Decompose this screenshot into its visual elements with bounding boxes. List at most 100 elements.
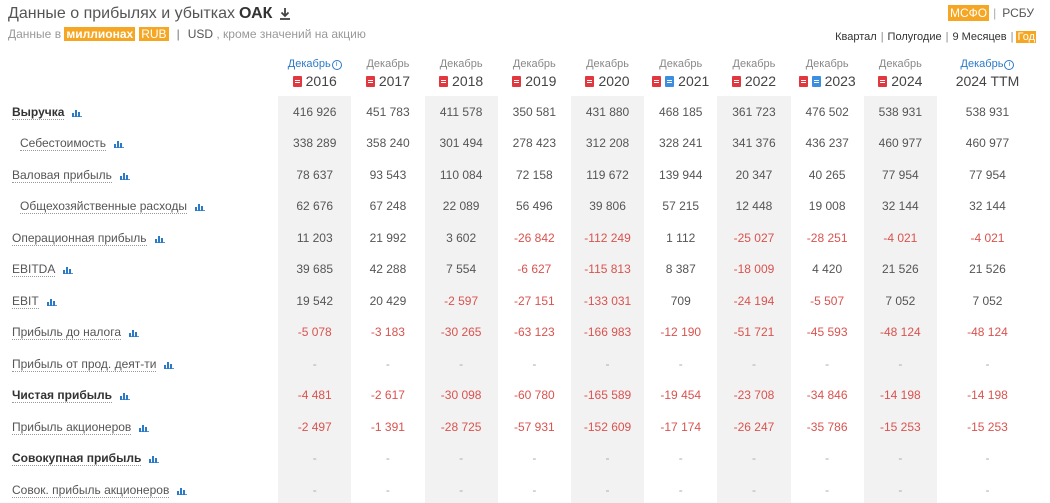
- table-cell: -5 507: [810, 293, 845, 308]
- column-month-text: Декабрь: [512, 58, 556, 70]
- download-icon[interactable]: [278, 7, 292, 21]
- table-cell: 416 926: [278, 96, 352, 128]
- currency-rub[interactable]: RUB: [139, 27, 169, 41]
- column-month: Декабрь: [351, 58, 424, 70]
- table-cell: 7 052: [863, 285, 937, 317]
- table-cell: 328 241: [659, 136, 703, 151]
- row-label-text[interactable]: Валовая прибыль: [12, 167, 112, 183]
- bar-chart-icon[interactable]: [46, 297, 57, 306]
- row-label-text[interactable]: Чистая прибыль: [12, 388, 112, 404]
- table-cell: 341 376: [717, 127, 791, 159]
- bar-chart-icon[interactable]: [154, 234, 165, 243]
- table-row: Операционная прибыль 11 203 21 992 3 602 -26…: [8, 222, 1038, 254]
- column-month: Декабрь: [425, 58, 498, 70]
- column-month-text: Декабрь: [659, 58, 703, 70]
- pdf-report-icon[interactable]: [878, 75, 888, 87]
- column-year-text: 2018: [452, 73, 484, 89]
- standard-rsbu[interactable]: РСБУ: [1002, 6, 1034, 20]
- row-label-text[interactable]: EBITDA: [12, 262, 56, 278]
- table-cell: -26 247: [717, 411, 791, 443]
- bar-chart-icon[interactable]: [149, 454, 160, 464]
- column-year-text: 2023: [824, 73, 856, 89]
- row-label-text[interactable]: Выручка: [12, 104, 65, 120]
- row-label: EBIT: [8, 285, 278, 317]
- bar-chart-icon[interactable]: [114, 139, 125, 149]
- table-cell: 93 543: [369, 167, 407, 182]
- table-row: Прибыль акционеров -2 497 -1 391 -28 725 -57…: [8, 411, 1038, 443]
- table-cell: -2 617: [370, 388, 405, 403]
- info-icon[interactable]: i: [331, 60, 342, 70]
- row-label-text[interactable]: Общехозяйственные расходы: [20, 199, 188, 215]
- table-cell: -115 813: [570, 253, 645, 285]
- pdf-report-icon[interactable]: [652, 75, 662, 87]
- currency-usd[interactable]: USD: [187, 27, 214, 41]
- column-month: Декабрь: [864, 58, 937, 70]
- units-prefix: Данные в: [8, 27, 62, 41]
- table-cell: -27 151: [513, 293, 555, 308]
- bar-chart-icon[interactable]: [139, 423, 150, 432]
- row-label-text[interactable]: EBIT: [12, 293, 39, 309]
- pdf-report-icon[interactable]: [292, 75, 302, 87]
- standard-switch: МСФО | РСБУ: [947, 5, 1034, 21]
- column-year: 2024 TTM: [937, 73, 1038, 89]
- table-cell: -30 265: [424, 316, 498, 348]
- bar-chart-icon[interactable]: [195, 202, 206, 212]
- table-cell: -: [825, 482, 830, 497]
- bar-chart-icon[interactable]: [72, 108, 83, 117]
- column-header-5: Декабрь 2021: [644, 54, 717, 96]
- row-label: Общехозяйственные расходы: [8, 191, 278, 223]
- pdf-report-icon[interactable]: [731, 75, 741, 87]
- table-body: Выручка 416 926 451 783 411 578 350 581 431 8…: [8, 96, 1038, 503]
- row-label-text[interactable]: Себестоимость: [20, 136, 107, 152]
- table-cell: -19 454: [660, 388, 702, 403]
- units-scale[interactable]: миллионах: [64, 27, 136, 41]
- row-label-text[interactable]: Операционная прибыль: [12, 230, 147, 246]
- info-icon[interactable]: i: [1004, 60, 1015, 70]
- row-label-text[interactable]: Прибыль до налога: [12, 325, 121, 341]
- column-month-text: Декабрь: [732, 58, 776, 70]
- table-cell: -48 124: [967, 325, 1008, 340]
- table-cell: -152 609: [570, 411, 645, 443]
- table-cell: -: [825, 356, 830, 371]
- period-quarter[interactable]: Квартал: [835, 31, 877, 43]
- table-row: Прибыль от прод. деят-ти - - - - - - - - - -: [8, 348, 1038, 380]
- pdf-report-icon[interactable]: [365, 75, 375, 87]
- column-year-text: 2021: [678, 73, 710, 89]
- row-label: Совокупная прибыль: [8, 443, 278, 475]
- bar-chart-icon[interactable]: [129, 328, 139, 338]
- bar-chart-icon[interactable]: [177, 486, 188, 495]
- table-cell: 21 992: [369, 230, 407, 245]
- bar-chart-icon[interactable]: [119, 391, 130, 401]
- bar-chart-icon[interactable]: [119, 171, 130, 180]
- row-label-text[interactable]: Прибыль от прод. деят-ти: [12, 356, 157, 372]
- table-cell: -12 190: [660, 325, 702, 340]
- table-cell: -14 198: [967, 388, 1008, 403]
- period-9-months[interactable]: 9 Месяцев: [952, 31, 1007, 43]
- bar-chart-icon[interactable]: [63, 265, 74, 275]
- period-year[interactable]: Год: [1016, 31, 1036, 43]
- row-label-text[interactable]: Совок. прибыль акционеров: [12, 482, 170, 498]
- period-switch: Квартал | Полугодие | 9 Месяцев | Год: [835, 31, 1036, 43]
- table-cell: 338 289: [278, 127, 352, 159]
- table-row: EBITDA 39 685 42 288 7 554 -6 627 -115 813 8 3…: [8, 253, 1038, 285]
- bar-chart-icon[interactable]: [164, 360, 175, 369]
- table-cell: 361 723: [717, 96, 791, 128]
- pdf-report-icon[interactable]: [798, 75, 808, 87]
- table-cell: 20 347: [717, 159, 791, 191]
- table-cell: 39 685: [278, 253, 352, 285]
- table-row: Совок. прибыль акционеров - - - - - - - - - -: [8, 474, 1038, 503]
- table-cell: -: [570, 474, 645, 503]
- standard-msfo[interactable]: МСФО: [947, 5, 990, 21]
- pdf-report-icon[interactable]: [585, 75, 595, 87]
- table-cell: -48 124: [863, 316, 937, 348]
- period-half-year[interactable]: Полугодие: [887, 31, 942, 43]
- pdf-report-icon[interactable]: [439, 75, 449, 87]
- document-icon[interactable]: [665, 75, 675, 87]
- row-label-text[interactable]: Совокупная прибыль: [12, 451, 142, 467]
- pdf-report-icon[interactable]: [512, 75, 522, 87]
- table-cell: 19 542: [278, 285, 352, 317]
- row-label-text[interactable]: Прибыль акционеров: [12, 419, 132, 435]
- column-year: 2017: [351, 73, 424, 89]
- table-cell: 78 637: [278, 159, 352, 191]
- document-icon[interactable]: [811, 75, 821, 87]
